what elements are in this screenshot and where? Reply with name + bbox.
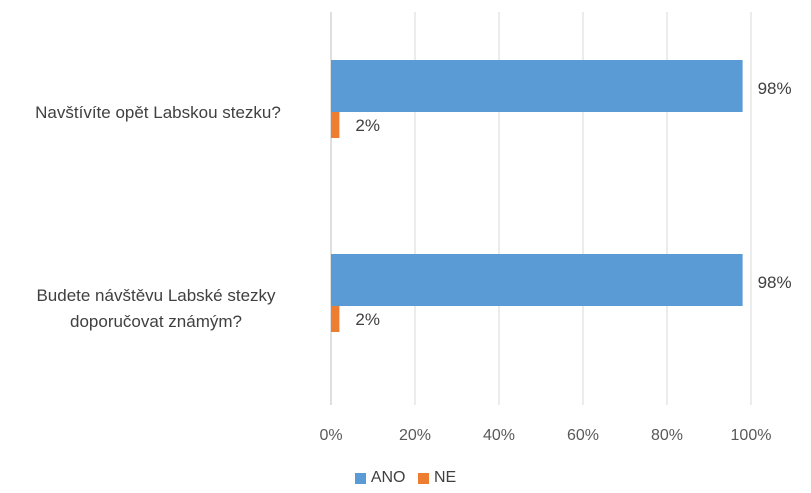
x-tick-label: 100% [731, 427, 772, 444]
bar-ano [331, 60, 743, 112]
bar-ne [331, 112, 340, 138]
x-tick-label: 0% [319, 427, 342, 444]
data-label-ne: 2% [355, 310, 380, 329]
legend-label-ne: NE [433, 469, 457, 486]
bar-ano [331, 254, 743, 306]
x-tick-label: 60% [567, 427, 599, 444]
bar-ne [331, 306, 340, 332]
bars [331, 60, 743, 332]
data-label-ano: 98% [758, 273, 792, 292]
legend-item-ne: NE [417, 469, 457, 487]
x-tick-label: 40% [483, 427, 515, 444]
legend-label-ano: ANO [370, 469, 406, 486]
x-tick-label: 80% [651, 427, 683, 444]
legend-swatch-ano [354, 472, 366, 484]
legend-swatch-ne [417, 472, 429, 484]
x-axis-ticks: 0% 20% 40% 60% 80% 100% [319, 427, 771, 444]
data-label-ne: 2% [355, 116, 380, 135]
category-label-2: Budete návštěvu Labské stezky doporučova… [36, 286, 276, 331]
category-label-1: Navštívíte opět Labskou stezku? [35, 103, 281, 122]
data-label-ano: 98% [758, 79, 792, 98]
legend-item-ano: ANO [354, 469, 406, 487]
x-tick-label: 20% [399, 427, 431, 444]
value-labels: 98% 2% 98% 2% [355, 79, 791, 329]
legend: ANO NE [0, 469, 811, 489]
